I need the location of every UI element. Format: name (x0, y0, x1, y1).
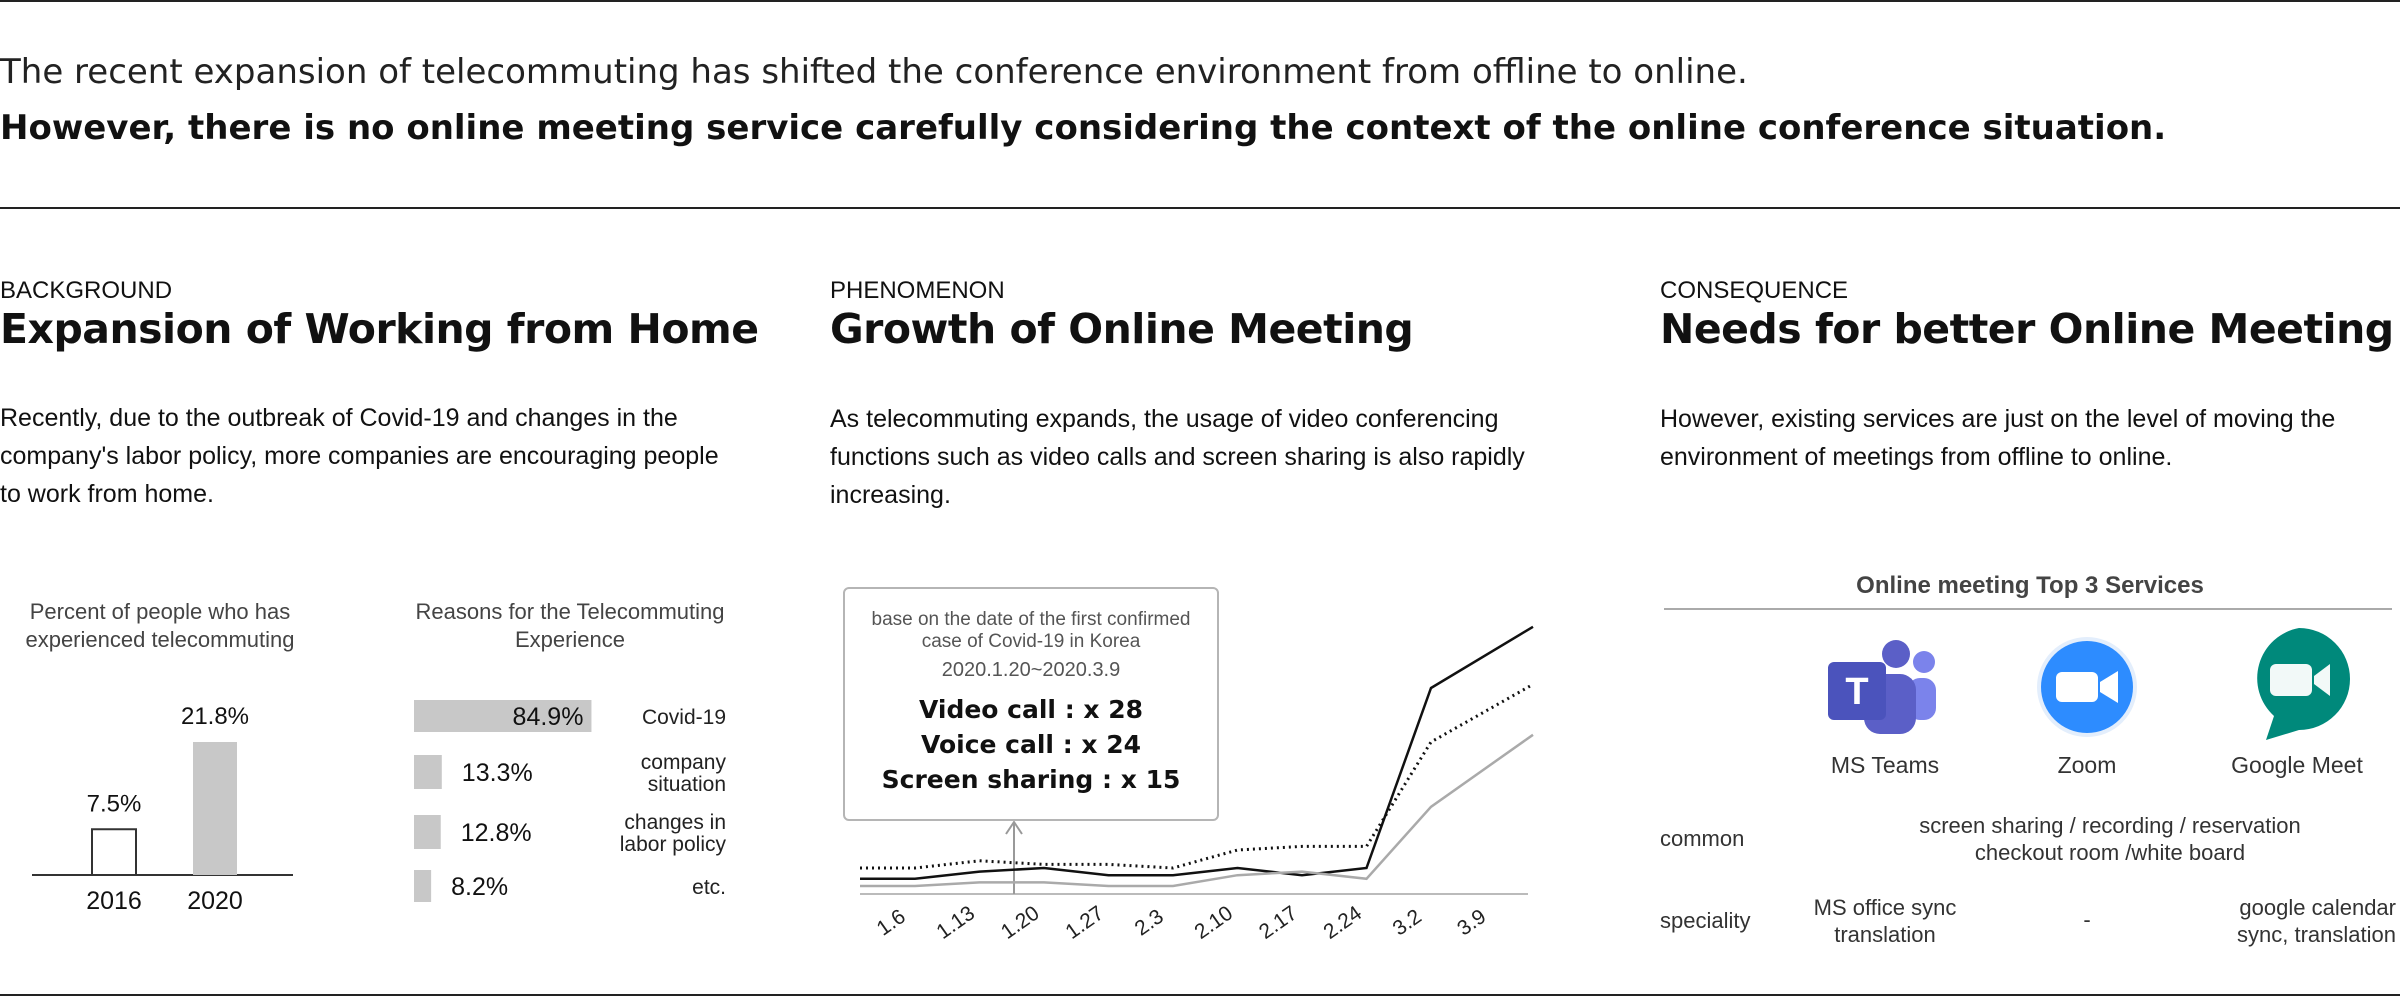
services-divider (1664, 608, 2392, 610)
meeting-growth-line-chart: 1.6 1.13 1.20 1.27 2.3 2.10 2.17 2.24 3.2 3.9 (860, 625, 1534, 944)
callout-stat-voice: Voice call : x 24 (920, 730, 1142, 759)
zoom-icon (2037, 637, 2137, 737)
reason-bar (414, 755, 442, 789)
growth-callout: base on the date of the first confirmed … (843, 587, 1219, 821)
x-tick-label: 2.3 (1131, 905, 1168, 941)
background-title: Expansion of Working from Home (0, 305, 759, 353)
callout-range: 2020.1.20~2020.3.9 (941, 659, 1121, 681)
phenomenon-eyebrow: PHENOMENON (830, 277, 1005, 304)
ms-teams-icon: T (1828, 640, 1936, 734)
x-tick-label: 1.6 (873, 905, 910, 941)
telecommuting-chart-title: Percent of people who has experienced te… (25, 599, 295, 652)
callout-pointer-arrow (1005, 820, 1023, 835)
callout-stat-video: Video call : x 28 (918, 695, 1144, 724)
col-zoom: Zoom (2057, 752, 2117, 778)
svg-text:T: T (1845, 671, 1868, 713)
telecommuting-bar (91, 828, 137, 876)
x-tick-label: 1.13 (932, 902, 979, 944)
reason-bar (414, 870, 432, 902)
speciality-ms-teams: MS office sync translation (1813, 895, 1957, 947)
series-line-solid-black (860, 625, 1534, 881)
speciality-zoom: - (2083, 907, 2091, 932)
headline-line-2: However, there is no online meeting serv… (0, 108, 2167, 148)
x-tick-label: 2.24 (1319, 901, 1366, 943)
callout-note: base on the date of the first confirmed … (871, 609, 1191, 652)
reason-bar (414, 815, 441, 849)
reason-value-label: 84.9% (513, 703, 584, 731)
row-label-speciality: speciality (1660, 908, 1751, 933)
reason-category-label: company (641, 751, 727, 774)
reason-category-label: situation (648, 773, 726, 796)
reason-category-label: labor policy (620, 833, 727, 856)
reasons-chart-title: Reasons for the Telecommuting Experience (415, 599, 725, 652)
telecommuting-value-label: 21.8% (181, 703, 249, 730)
telecommuting-year-label: 2016 (86, 887, 142, 915)
col-google-meet: Google Meet (2231, 752, 2363, 778)
reason-value-label: 8.2% (451, 873, 508, 901)
telecommuting-value-label: 7.5% (87, 790, 142, 817)
consequence-title: Needs for better Online Meeting (1660, 305, 2394, 353)
phenomenon-title: Growth of Online Meeting (830, 305, 1414, 353)
reason-category-label: Covid-19 (642, 706, 726, 729)
background-eyebrow: BACKGROUND (0, 277, 173, 304)
x-tick-label: 1.20 (997, 902, 1044, 944)
services-title: Online meeting Top 3 Services (1856, 572, 2204, 599)
reason-value-label: 12.8% (461, 819, 532, 847)
speciality-google-meet: google calendar sync, translation (2237, 895, 2396, 947)
series-line-dotted-black (860, 683, 1534, 870)
telecommuting-year-label: 2020 (187, 887, 243, 915)
reason-bar (414, 700, 592, 732)
telecommuting-bar (193, 742, 237, 875)
consequence-body: However, existing services are just on t… (1660, 405, 2336, 471)
reason-value-label: 13.3% (462, 759, 533, 787)
row-common-merged: screen sharing / recording / reservation… (1919, 813, 2301, 865)
x-tick-label: 3.9 (1453, 905, 1490, 941)
col-ms-teams: MS Teams (1830, 752, 1940, 778)
background-body: Recently, due to the outbreak of Covid-1… (0, 404, 719, 508)
bottom-rule (0, 994, 2400, 996)
headline-line-1: The recent expansion of telecommuting ha… (0, 52, 1748, 92)
headline-divider (0, 207, 2400, 209)
x-tick-label: 1.27 (1061, 902, 1108, 944)
google-meet-icon (2257, 628, 2350, 740)
x-tick-label: 2.17 (1255, 902, 1302, 944)
reason-category-label: changes in (624, 811, 726, 834)
x-tick-label: 3.2 (1389, 905, 1426, 941)
series-line-solid-gray (860, 733, 1534, 888)
phenomenon-body: As telecommuting expands, the usage of v… (830, 405, 1525, 509)
row-label-common: common (1660, 826, 1745, 851)
callout-stat-screen: Screen sharing : x 15 (881, 765, 1181, 794)
x-tick-label: 2.10 (1190, 902, 1237, 944)
telecommuting-bar-chart: 7.5% 2016 21.8% 2020 (32, 703, 293, 915)
top-rule (0, 0, 2400, 2)
consequence-eyebrow: CONSEQUENCE (1660, 277, 1849, 304)
reason-category-label: etc. (692, 876, 726, 899)
